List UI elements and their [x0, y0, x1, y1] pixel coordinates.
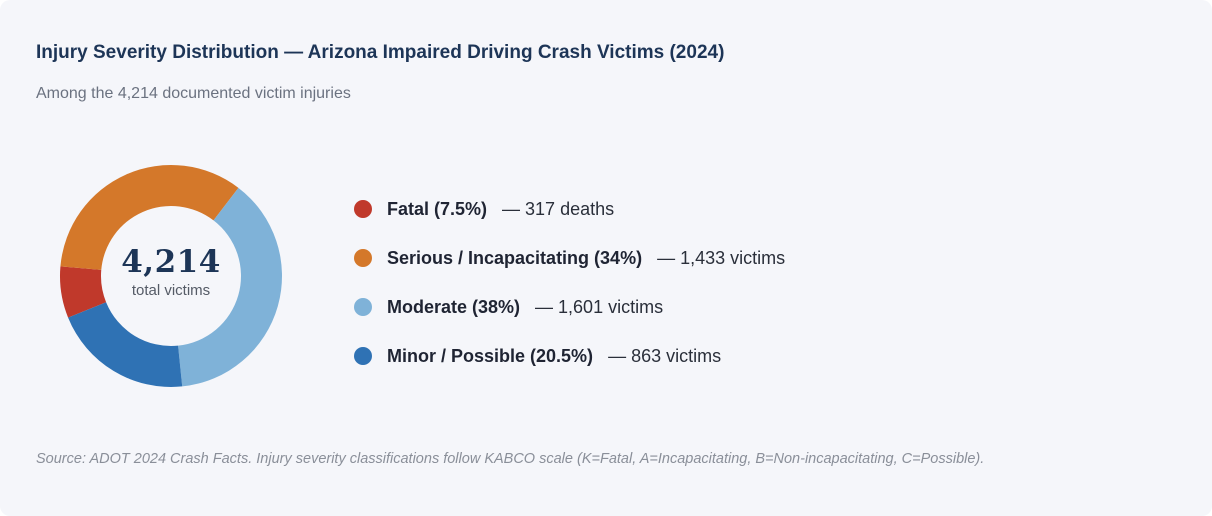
legend-detail: — 1,601 victims [535, 296, 664, 317]
donut-svg [60, 165, 282, 387]
center-total-value: 4,214 [121, 244, 221, 280]
source-note: Source: ADOT 2024 Crash Facts. Injury se… [36, 451, 985, 467]
slice-fatal [60, 266, 107, 318]
slice-moderate [178, 187, 282, 387]
chart-subtitle: Among the 4,214 documented victim injuri… [36, 85, 351, 102]
slice-minor [68, 302, 183, 387]
legend-swatch [354, 249, 372, 267]
legend-label: Minor / Possible (20.5%) [387, 345, 594, 366]
chart-legend: Fatal (7.5%) — 317 deaths Serious / Incapa… [354, 196, 785, 392]
legend-item-moderate: Moderate (38%) — 1,601 victims [354, 294, 785, 320]
center-total-label: total victims [131, 282, 211, 299]
legend-swatch [354, 200, 372, 218]
legend-label: Moderate (38%) [387, 296, 521, 317]
legend-detail: — 317 deaths [502, 198, 615, 219]
legend-label: Serious / Incapacitating (34%) [387, 247, 643, 268]
legend-item-serious: Serious / Incapacitating (34%) — 1,433 vi… [354, 245, 785, 271]
legend-swatch [354, 298, 372, 316]
chart-title: Injury Severity Distribution — Arizona I… [36, 42, 725, 63]
legend-swatch [354, 347, 372, 365]
slice-serious [60, 165, 239, 270]
legend-detail: — 1,433 victims [657, 247, 786, 268]
legend-label: Fatal (7.5%) [387, 198, 488, 219]
donut-chart: 4,214 total victims [59, 164, 283, 388]
legend-item-minor: Minor / Possible (20.5%) — 863 victims [354, 343, 785, 369]
legend-item-fatal: Fatal (7.5%) — 317 deaths [354, 196, 785, 222]
legend-detail: — 863 victims [608, 345, 722, 366]
